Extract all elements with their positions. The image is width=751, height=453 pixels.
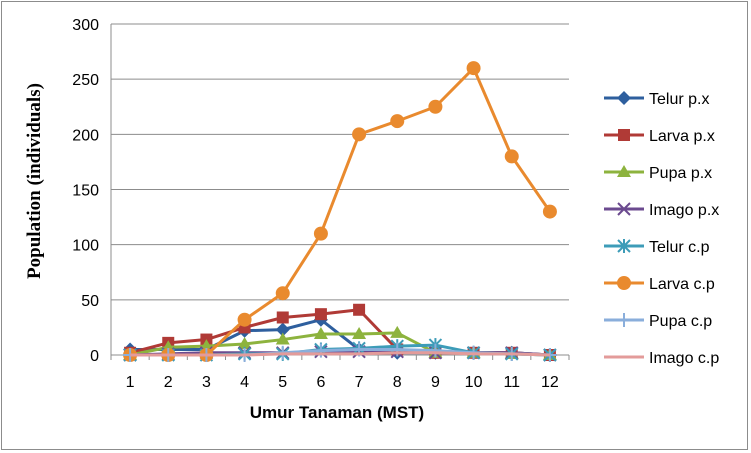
- y-tick-label: 300: [72, 17, 99, 34]
- y-tick-label: 100: [72, 238, 99, 255]
- y-tick-label: 50: [81, 293, 99, 310]
- x-tick-labels: 1 2 3 4 5 6 7 8 9 10 11 12: [126, 374, 559, 391]
- legend-label: Imago p.x: [649, 202, 719, 219]
- series-line: [130, 351, 550, 357]
- x-tick-label: 12: [541, 374, 559, 391]
- x-tick-label: 4: [240, 374, 249, 391]
- x-tick-label: 6: [316, 374, 325, 391]
- data-point: [466, 61, 481, 76]
- data-point: [428, 343, 443, 358]
- x-tick-label: 10: [465, 374, 483, 391]
- x-tick-label: 7: [355, 374, 364, 391]
- legend-label: Larva c.p: [649, 276, 715, 293]
- y-tick-label: 0: [90, 348, 99, 365]
- data-point: [617, 313, 631, 327]
- data-point: [352, 327, 367, 340]
- data-point: [428, 99, 443, 114]
- x-tick-label: 11: [503, 374, 520, 391]
- legend: Telur p.x Larva p.x Pupa p.x Imago p.x Telur…: [604, 91, 719, 367]
- x-axis-label: Umur Tanaman (MST): [250, 403, 424, 422]
- data-point: [237, 312, 252, 327]
- legend-label: Pupa p.x: [649, 165, 712, 182]
- legend-item: Larva p.x: [604, 128, 715, 145]
- data-point: [390, 325, 405, 338]
- data-point: [390, 114, 405, 129]
- legend-item: Imago p.x: [604, 202, 719, 219]
- data-point: [353, 303, 366, 316]
- data-point: [275, 286, 290, 301]
- x-tick-label: 3: [202, 374, 211, 391]
- data-point: [313, 327, 328, 340]
- legend-item: Imago c.p: [604, 350, 719, 367]
- data-point: [237, 336, 252, 349]
- gridlines: [111, 23, 569, 356]
- x-tick-label: 2: [164, 374, 173, 391]
- x-tick-label: 5: [278, 374, 287, 391]
- data-point: [504, 149, 519, 164]
- data-point: [275, 332, 290, 345]
- legend-label: Larva p.x: [649, 128, 715, 145]
- data-point: [314, 308, 327, 321]
- y-tick-label: 150: [72, 183, 99, 200]
- data-point: [352, 127, 367, 142]
- x-tick-label: 1: [126, 374, 135, 391]
- legend-label: Telur c.p: [649, 239, 710, 256]
- data-point: [275, 322, 290, 337]
- data-point: [542, 204, 557, 219]
- series-7: [130, 351, 550, 357]
- data-point: [617, 165, 631, 177]
- y-tick-label: 250: [72, 72, 99, 89]
- legend-label: Pupa c.p: [649, 313, 712, 330]
- legend-item: Larva c.p: [604, 276, 715, 293]
- y-axis-label: Population (individuals): [24, 83, 45, 279]
- legend-item: Telur p.x: [604, 91, 709, 108]
- legend-item: Telur c.p: [604, 239, 710, 256]
- x-tick-label: 9: [431, 374, 440, 391]
- y-tick-labels: 0 50 100 150 200 250 300: [72, 17, 99, 365]
- legend-item: Pupa c.p: [604, 313, 712, 330]
- legend-label: Telur p.x: [649, 91, 709, 108]
- data-point: [617, 276, 631, 290]
- series-5: [123, 61, 557, 362]
- legend-item: Pupa p.x: [604, 165, 712, 182]
- data-point: [617, 91, 631, 105]
- series-lines: [123, 61, 557, 362]
- data-point: [618, 129, 630, 141]
- axes: [110, 24, 570, 360]
- y-tick-label: 200: [72, 127, 99, 144]
- data-point: [313, 226, 328, 241]
- data-point: [617, 239, 631, 253]
- legend-label: Imago c.p: [649, 350, 719, 367]
- data-point: [276, 311, 289, 324]
- data-point: [617, 202, 631, 216]
- x-tick-label: 8: [393, 374, 402, 391]
